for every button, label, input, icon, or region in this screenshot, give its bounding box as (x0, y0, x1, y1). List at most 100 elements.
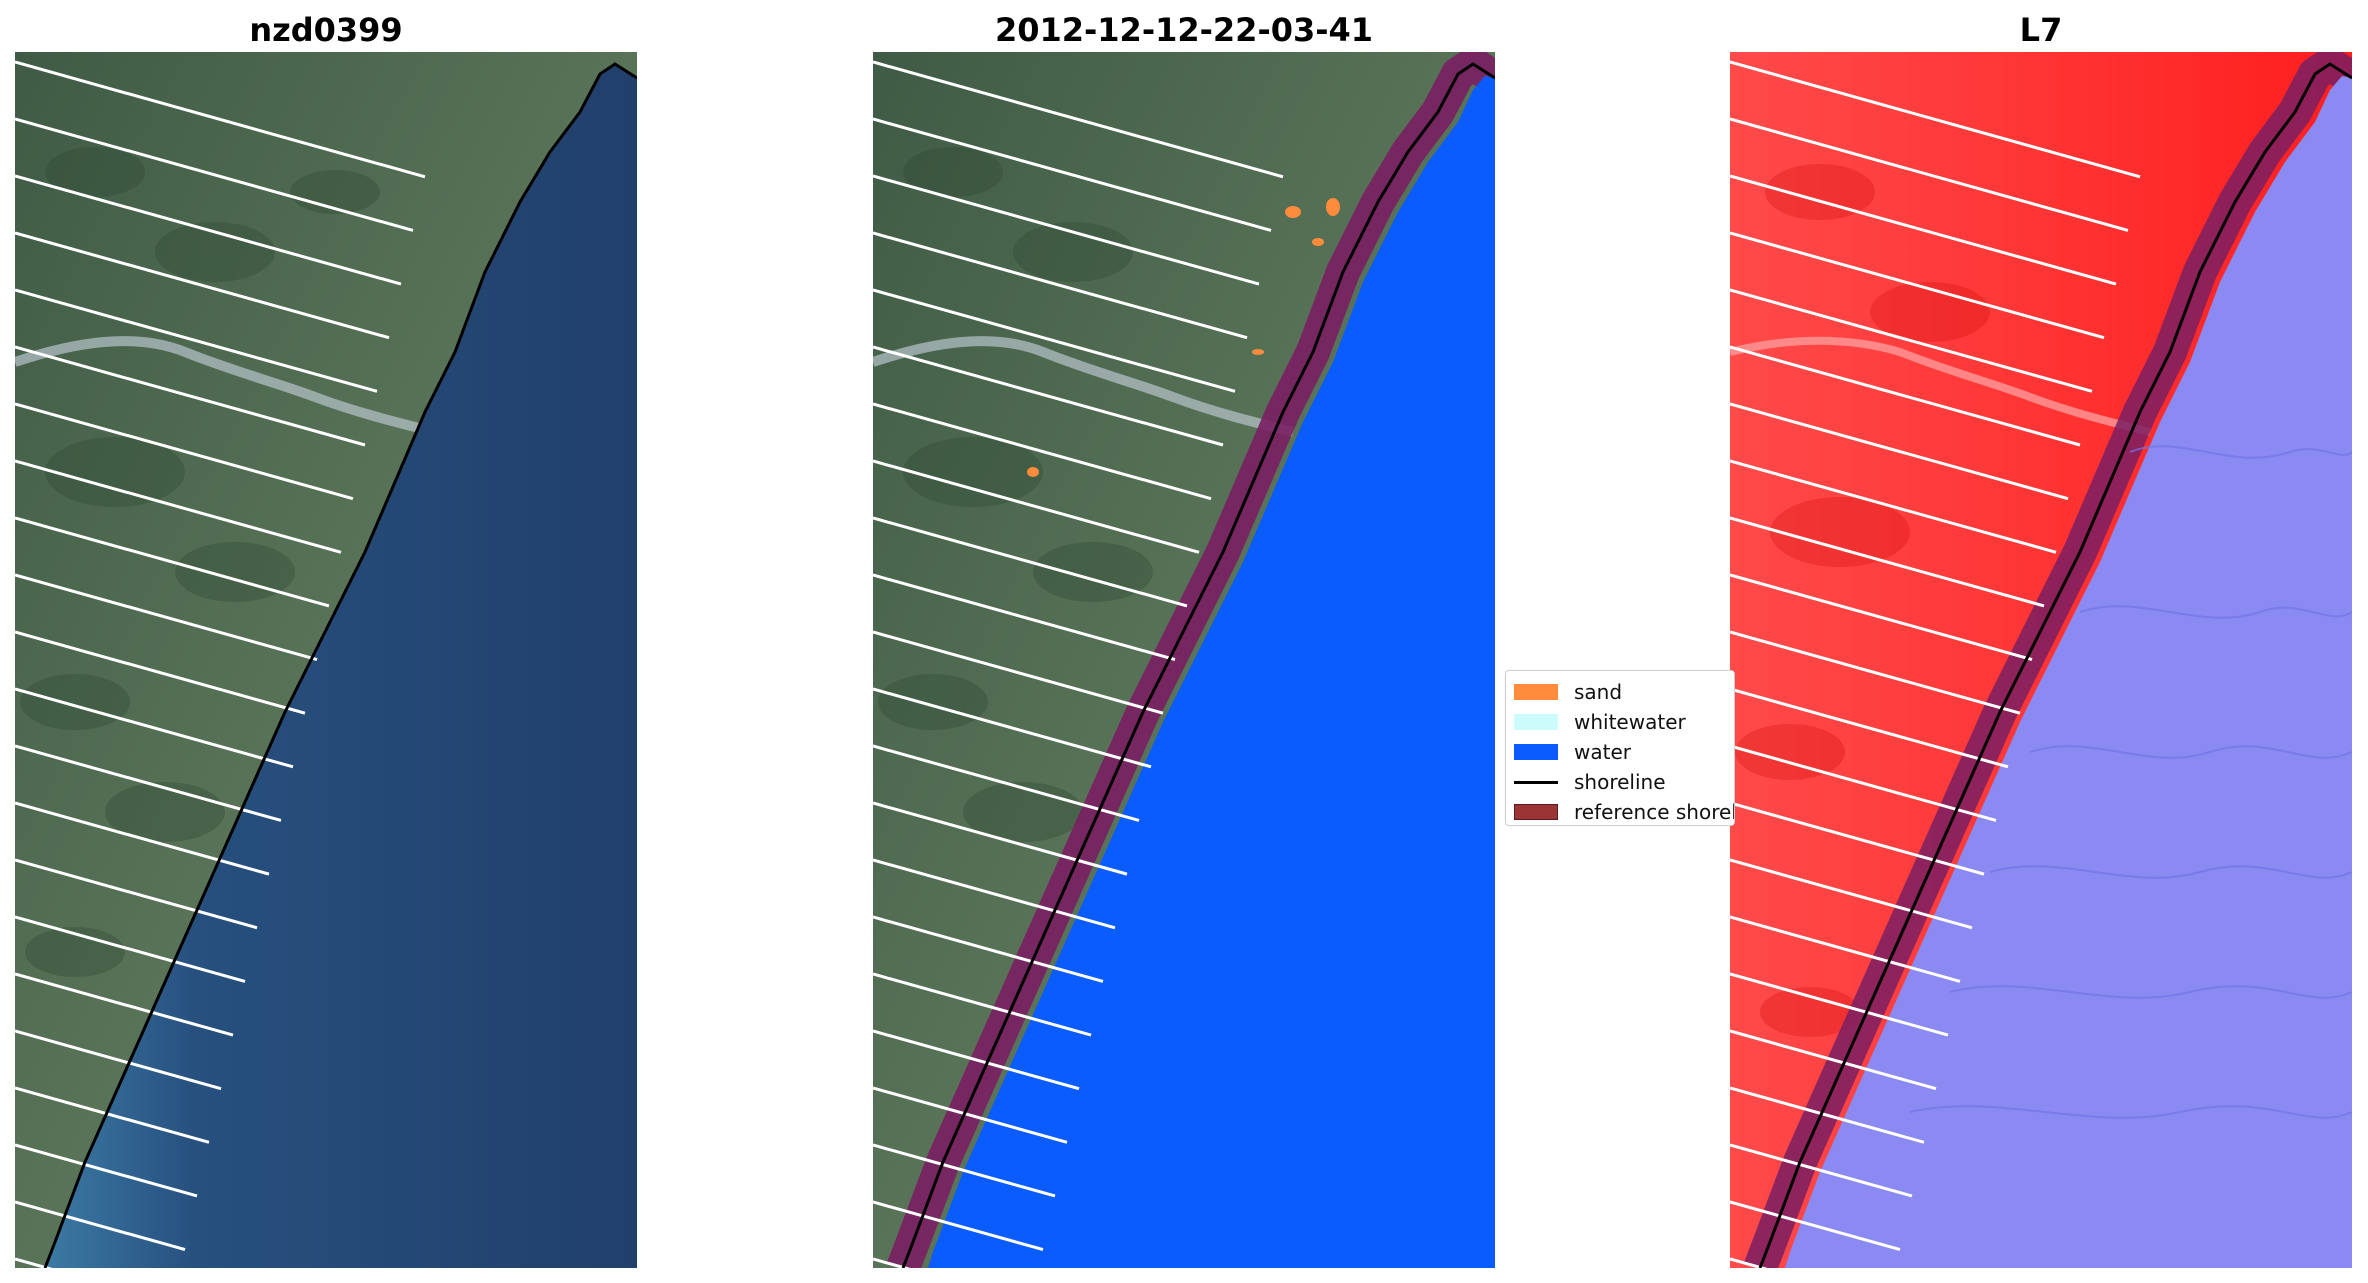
scanline-gap (873, 858, 1116, 930)
scanline-gap (873, 288, 1236, 393)
scanline-gap (873, 1086, 1068, 1144)
scanline-gap (15, 1086, 210, 1144)
whitewater-swatch (1514, 714, 1558, 730)
legend-label-reference-shoreline: reference shoreline (1574, 800, 1734, 824)
scanline-gap (873, 402, 1212, 501)
scanline-gap (873, 801, 1128, 876)
terrain-texture (878, 147, 1153, 842)
scanline-gap (15, 288, 378, 393)
scanline-gap (1730, 687, 2009, 769)
scanline-gaps (15, 60, 426, 1268)
scanline-gap (1730, 1257, 1768, 1268)
scanline-gap (15, 345, 366, 447)
water-texture (1909, 445, 2352, 1119)
shoreline-swatch (1514, 780, 1558, 784)
scanline-gap (1730, 1029, 1937, 1091)
scanline-gap (873, 1257, 911, 1268)
scanline-gap (1730, 801, 1985, 876)
scanline-gap (873, 1143, 1056, 1198)
scanline-gap (1730, 630, 2021, 715)
legend-item-reference-shoreline: reference shoreline (1514, 797, 1734, 825)
shoreline (1758, 62, 2352, 1268)
scanline-gap (873, 459, 1200, 554)
scanline-gap (15, 915, 246, 983)
scanline-gap (1730, 516, 2045, 608)
legend-label-sand: sand (1574, 680, 1623, 704)
scanline-gap (1730, 402, 2069, 501)
scanline-gap (873, 630, 1164, 715)
shoreline (901, 62, 1495, 1268)
scanline-gap (1730, 1200, 1901, 1252)
sand-swatch (1514, 684, 1558, 700)
legend-label-water: water (1574, 740, 1631, 764)
shoreline (43, 62, 637, 1268)
scanline-gap (1730, 345, 2081, 447)
scanline-gap (15, 744, 282, 822)
legend: sand whitewater water shoreline referenc… (1505, 670, 1735, 826)
scanline-gap (873, 744, 1140, 822)
scanline-gap (873, 573, 1176, 662)
scanline-gap (15, 972, 234, 1037)
terrain-texture (20, 147, 380, 977)
scanline-gap (15, 117, 414, 232)
scanline-gap (15, 858, 258, 930)
panel-title-rgb: nzd0399 (249, 11, 403, 49)
scanline-gap (873, 516, 1188, 608)
scanline-gap (15, 1143, 198, 1198)
scanline-gap (1730, 858, 1973, 930)
scanline-gap (1730, 174, 2117, 286)
scanline-gap (15, 630, 306, 715)
water-class (928, 76, 1495, 1268)
water-swatch (1514, 744, 1558, 760)
sand-patches (1027, 198, 1340, 477)
scanline-gap (873, 117, 1272, 232)
scanline-gap (873, 1029, 1080, 1091)
scanline-gap (873, 345, 1224, 447)
scanline-gap (15, 174, 402, 286)
scanline-gap (873, 687, 1152, 769)
scanline-gap (873, 231, 1248, 340)
legend-item-shoreline: shoreline (1514, 767, 1666, 797)
legend-item-whitewater: whitewater (1514, 707, 1686, 737)
scanline-gap (15, 573, 318, 662)
scanline-gap (15, 1200, 186, 1252)
legend-label-whitewater: whitewater (1574, 710, 1686, 734)
scanline-gap (1730, 459, 2057, 554)
scanline-gap (15, 459, 342, 554)
scanline-gap (1730, 744, 1997, 822)
scanline-gap (15, 687, 294, 769)
scanline-gap (15, 1257, 53, 1268)
scanline-gaps (873, 60, 1284, 1268)
legend-label-shoreline: shoreline (1574, 770, 1666, 794)
scanline-gap (15, 402, 354, 501)
scanline-gap (1730, 288, 2093, 393)
classified-image-panel (873, 52, 1495, 1268)
river (1730, 336, 2151, 436)
scanline-gap (1730, 231, 2105, 340)
scanline-gap (873, 60, 1284, 179)
scanline-gap (1730, 117, 2129, 232)
index-image-panel (1730, 52, 2352, 1268)
panel-title-index: L7 (2019, 11, 2063, 49)
reference-shoreline-swatch (1514, 804, 1558, 820)
scanline-gap (15, 60, 426, 179)
scanline-gap (1730, 972, 1949, 1037)
scanline-gap (15, 231, 390, 340)
scanline-gap (873, 915, 1104, 983)
legend-item-water: water (1514, 737, 1631, 767)
scanline-gap (1730, 60, 2141, 179)
scanline-gap (873, 174, 1260, 286)
scanline-gap (15, 516, 330, 608)
scanline-gap (1730, 915, 1961, 983)
river (15, 336, 437, 437)
legend-item-sand: sand (1514, 677, 1622, 707)
scanline-gap (15, 1029, 222, 1091)
scanline-gaps (1730, 60, 2141, 1268)
river (873, 336, 1295, 437)
scanline-gap (873, 972, 1092, 1037)
panel-title-classified: 2012-12-12-22-03-41 (994, 11, 1374, 49)
rgb-image-panel (15, 52, 637, 1268)
scanline-gap (1730, 573, 2033, 662)
scanline-gap (873, 1200, 1044, 1252)
scanline-gap (1730, 1086, 1925, 1144)
